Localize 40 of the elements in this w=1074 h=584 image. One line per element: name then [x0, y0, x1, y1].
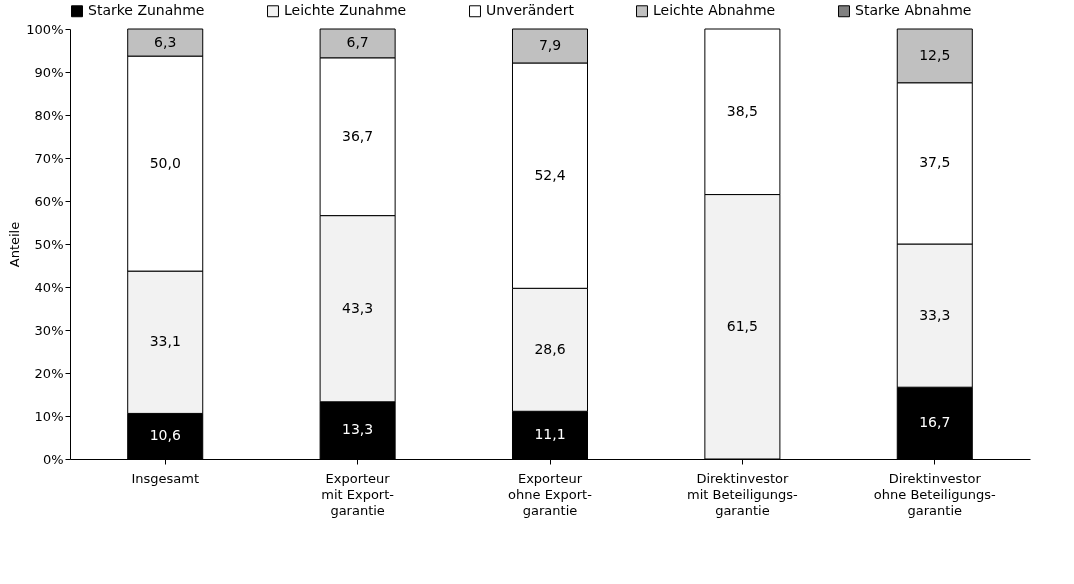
y-tick-label: 60%	[34, 193, 64, 209]
x-tick-label: Direktinvestor mit Beteiligungs- garantie	[686, 470, 799, 518]
x-tick-label: Exporteur ohne Export- garantie	[508, 470, 593, 518]
data-label: 12,5	[919, 46, 951, 63]
data-label: 61,5	[726, 317, 758, 334]
y-tick-label: 90%	[34, 64, 64, 80]
y-tick-label: 100%	[26, 21, 64, 37]
x-tick-label: Exporteur mit Export- garantie	[321, 470, 395, 518]
x-tick-label: Direktinvestor ohne Beteiligungs- garantie	[873, 470, 996, 518]
x-tick-label: Insgesamt	[131, 470, 200, 486]
data-label: 36,7	[342, 127, 374, 144]
y-axis-title: Anteile	[7, 221, 23, 268]
data-label: 10,6	[149, 427, 181, 444]
legend-label: Leichte Abnahme	[653, 2, 776, 19]
y-tick-label: 40%	[34, 279, 64, 295]
y-tick-label: 10%	[34, 408, 64, 424]
data-label: 38,5	[726, 102, 758, 119]
data-label: 33,3	[919, 306, 951, 323]
legend-label: Starke Abnahme	[855, 2, 972, 19]
data-label: 50,0	[149, 154, 181, 171]
data-label: 52,4	[534, 166, 566, 183]
data-label: 43,3	[342, 299, 374, 316]
y-tick-label: 20%	[34, 365, 64, 381]
data-label: 13,3	[342, 421, 374, 438]
data-label: 11,1	[534, 426, 566, 443]
y-tick-label: 70%	[34, 150, 64, 166]
legend-label: Leichte Zunahme	[284, 2, 407, 19]
data-label: 33,1	[149, 333, 181, 350]
data-label: 7,9	[538, 36, 562, 53]
data-label: 37,5	[919, 154, 951, 171]
data-label: 6,3	[154, 33, 177, 50]
legend-label: Starke Zunahme	[88, 2, 205, 19]
data-label: 28,6	[534, 340, 566, 357]
legend-label: Unverändert	[486, 2, 575, 19]
y-tick-label: 50%	[34, 236, 64, 252]
y-tick-label: 80%	[34, 107, 64, 123]
data-label: 16,7	[919, 414, 951, 431]
y-tick-label: 0%	[42, 451, 64, 467]
y-tick-label: 30%	[34, 322, 64, 338]
data-label: 6,7	[346, 34, 369, 51]
